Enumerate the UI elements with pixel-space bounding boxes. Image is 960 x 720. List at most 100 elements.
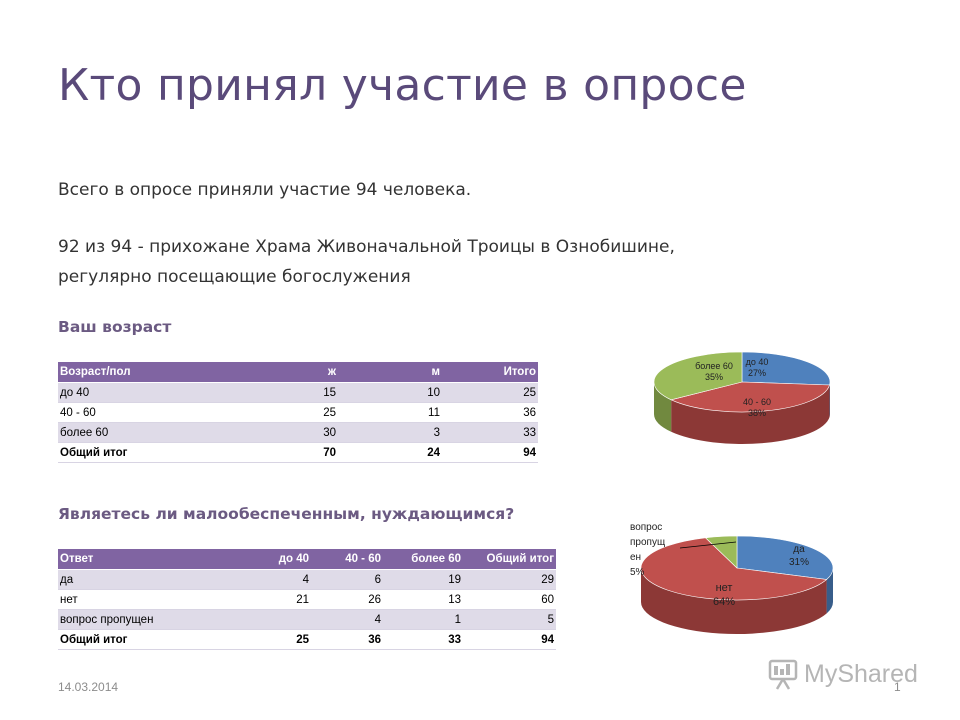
need-heading: Являетесь ли малообеспеченным, нуждающим… bbox=[58, 505, 515, 523]
header-cell: Итого bbox=[442, 362, 538, 383]
table-cell: 36 bbox=[311, 629, 383, 650]
pie-labels: да 31% нет 64% вопрос пропущ ен 5% bbox=[630, 522, 809, 608]
table-cell: 24 bbox=[338, 442, 442, 463]
header-cell: м bbox=[338, 362, 442, 383]
table-cell: 94 bbox=[463, 629, 556, 650]
table-cell: вопрос пропущен bbox=[58, 609, 206, 630]
parishioners-note-line1: 92 из 94 - прихожане Храма Живоначальной… bbox=[58, 237, 675, 257]
pie-side-1 bbox=[641, 568, 827, 634]
header-cell: до 40 bbox=[206, 549, 311, 570]
pie-percent: 64% bbox=[713, 596, 735, 608]
header-cell: более 60 bbox=[383, 549, 463, 570]
pie-top bbox=[640, 535, 834, 601]
table-cell: Общий итог bbox=[58, 629, 206, 650]
need-table: Ответ до 40 40 - 60 более 60 Общий итог … bbox=[58, 549, 556, 650]
table-cell: 70 bbox=[234, 442, 338, 463]
table-cell: 11 bbox=[338, 402, 442, 423]
table-cell: 25 bbox=[234, 402, 338, 423]
age-table: Возраст/пол ж м Итого до 40 15 10 25 40 … bbox=[58, 362, 538, 463]
header-cell: 40 - 60 bbox=[311, 549, 383, 570]
pie-side-1 bbox=[671, 385, 830, 444]
table-cell: 13 bbox=[383, 589, 463, 610]
header-cell: Общий итог bbox=[463, 549, 556, 570]
table-cell: да bbox=[58, 569, 206, 590]
table-cell: 10 bbox=[338, 382, 442, 403]
total-row: Общий итог 70 24 94 bbox=[58, 442, 538, 463]
pie-side-2 bbox=[654, 382, 672, 432]
table-cell: 25 bbox=[442, 382, 538, 403]
table-cell: 33 bbox=[442, 422, 538, 443]
table-cell: 30 bbox=[234, 422, 338, 443]
pie-label: до 40 bbox=[746, 357, 769, 367]
pie-slice-0 bbox=[736, 535, 834, 580]
myshared-watermark: MyShared bbox=[768, 658, 928, 694]
header-cell: ж bbox=[234, 362, 338, 383]
header-cell: Возраст/пол bbox=[58, 362, 234, 383]
table-row: вопрос пропущен 4 1 5 bbox=[58, 609, 556, 630]
age-heading: Ваш возраст bbox=[58, 318, 172, 336]
table-cell: 6 bbox=[311, 569, 383, 590]
presentation-icon bbox=[768, 659, 798, 690]
table-cell: 33 bbox=[383, 629, 463, 650]
table-cell: 25 bbox=[206, 629, 311, 650]
header-cell: Ответ bbox=[58, 549, 206, 570]
age-table-header: Возраст/пол ж м Итого bbox=[58, 362, 538, 383]
table-cell: нет bbox=[58, 589, 206, 610]
table-cell: 19 bbox=[383, 569, 463, 590]
table-cell: 4 bbox=[311, 609, 383, 630]
leader-line bbox=[679, 541, 737, 549]
pie-percent: 5% bbox=[630, 567, 645, 578]
table-cell: 21 bbox=[206, 589, 311, 610]
table-cell: 94 bbox=[442, 442, 538, 463]
pie-side-0 bbox=[826, 568, 833, 614]
pie-label: нет bbox=[716, 582, 733, 594]
total-row: Общий итог 25 36 33 94 bbox=[58, 629, 556, 650]
table-cell: 26 bbox=[311, 589, 383, 610]
pie-slice-0 bbox=[741, 351, 831, 386]
pie-top bbox=[653, 351, 831, 413]
pie-label: более 60 bbox=[695, 361, 733, 371]
pie-sides bbox=[641, 568, 833, 634]
table-cell: 40 - 60 bbox=[58, 402, 234, 423]
slide-number: 1 bbox=[894, 680, 901, 694]
table-row: да 4 6 19 29 bbox=[58, 569, 556, 590]
table-cell bbox=[206, 609, 311, 630]
pie-sides bbox=[654, 382, 830, 444]
table-cell: 5 bbox=[463, 609, 556, 630]
pie-label: да bbox=[793, 544, 805, 555]
pie-label: ен bbox=[630, 552, 641, 563]
need-pie-chart: да 31% нет 64% вопрос пропущ ен 5% bbox=[630, 522, 834, 634]
slide-date: 14.03.2014 bbox=[58, 680, 119, 694]
pie-label: пропущ bbox=[630, 537, 665, 548]
table-row: до 40 15 10 25 bbox=[58, 382, 538, 403]
table-row: 40 - 60 25 11 36 bbox=[58, 402, 538, 423]
table-cell: 4 bbox=[206, 569, 311, 590]
pie-percent: 35% bbox=[705, 372, 723, 382]
table-cell: 29 bbox=[463, 569, 556, 590]
parishioners-note-line2: регулярно посещающие богослужения bbox=[58, 267, 411, 287]
pie-percent: 31% bbox=[789, 557, 809, 568]
watermark-text: MyShared bbox=[804, 660, 918, 688]
table-cell: 3 bbox=[338, 422, 442, 443]
pie-label: вопрос bbox=[630, 522, 662, 533]
pie-slice-2 bbox=[653, 351, 743, 401]
intro-text: Всего в опросе приняли участие 94 челове… bbox=[58, 180, 472, 200]
pie-slice-1 bbox=[640, 537, 828, 601]
table-row: более 60 30 3 33 bbox=[58, 422, 538, 443]
table-row: нет 21 26 13 60 bbox=[58, 589, 556, 610]
table-cell: 36 bbox=[442, 402, 538, 423]
need-table-header: Ответ до 40 40 - 60 более 60 Общий итог bbox=[58, 549, 556, 570]
pie-percent: 27% bbox=[748, 368, 766, 378]
table-cell: до 40 bbox=[58, 382, 234, 403]
table-cell: 1 bbox=[383, 609, 463, 630]
slide-title: Кто принял участие в опросе bbox=[58, 60, 747, 111]
table-cell: Общий итог bbox=[58, 442, 234, 463]
table-cell: более 60 bbox=[58, 422, 234, 443]
pie-percent: 38% bbox=[748, 408, 766, 418]
table-cell: 15 bbox=[234, 382, 338, 403]
pie-slice-2 bbox=[704, 535, 738, 569]
pie-slice-1 bbox=[670, 381, 830, 413]
table-cell: 60 bbox=[463, 589, 556, 610]
